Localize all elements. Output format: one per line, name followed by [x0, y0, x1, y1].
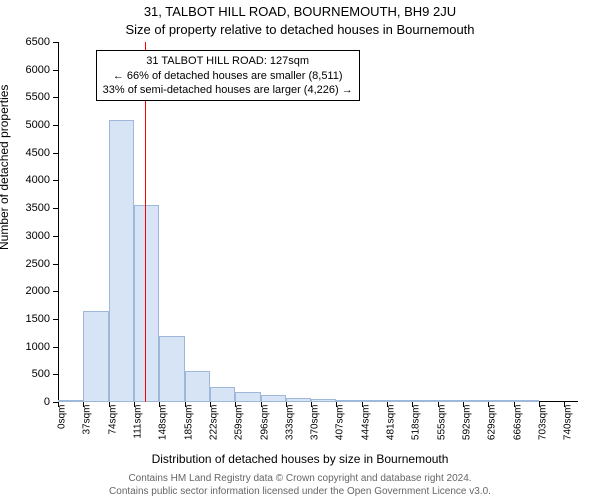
- xtick-label: 629sqm: [487, 405, 498, 441]
- xtick-label: 481sqm: [386, 405, 397, 441]
- histogram-bar: [488, 400, 513, 402]
- xtick-label: 296sqm: [259, 405, 270, 441]
- ytick-label: 4500: [26, 147, 50, 159]
- histogram-bar: [438, 400, 463, 402]
- xtick-label: 444sqm: [360, 405, 371, 441]
- footer-attribution: Contains HM Land Registry data © Crown c…: [0, 473, 600, 498]
- histogram-bar: [387, 400, 412, 402]
- histogram-bar: [210, 387, 235, 403]
- footer-line2: Contains public sector information licen…: [0, 486, 600, 499]
- ytick-label: 6000: [26, 64, 50, 76]
- footer-line1: Contains HM Land Registry data © Crown c…: [0, 473, 600, 486]
- ytick-label: 500: [32, 368, 50, 380]
- y-axis-line: [58, 42, 59, 402]
- ytick-label: 2000: [26, 285, 50, 297]
- annotation-line2: ← 66% of detached houses are smaller (8,…: [103, 69, 353, 83]
- ytick-label: 1500: [26, 313, 50, 325]
- xtick-label: 407sqm: [335, 405, 346, 441]
- histogram-bar: [362, 400, 387, 402]
- chart-title-line1: 31, TALBOT HILL ROAD, BOURNEMOUTH, BH9 2…: [0, 4, 600, 19]
- xtick-label: 185sqm: [183, 405, 194, 441]
- xtick-label: 222sqm: [208, 405, 219, 441]
- histogram-bar: [134, 205, 159, 402]
- histogram-bar: [514, 400, 539, 402]
- ytick-label: 3000: [26, 230, 50, 242]
- annotation-line3: 33% of semi-detached houses are larger (…: [103, 83, 353, 97]
- xtick-label: 0sqm: [57, 405, 68, 429]
- xtick-label: 555sqm: [436, 405, 447, 441]
- xtick-label: 592sqm: [462, 405, 473, 441]
- y-axis-label: Number of detached properties: [0, 85, 11, 250]
- ytick-mark: [53, 264, 58, 265]
- x-axis-label: Distribution of detached houses by size …: [0, 452, 600, 466]
- histogram-bar: [235, 392, 260, 402]
- ytick-label: 5500: [26, 91, 50, 103]
- ytick-mark: [53, 125, 58, 126]
- histogram-bar: [109, 120, 134, 402]
- histogram-bar: [336, 400, 361, 402]
- histogram-bar: [159, 336, 184, 402]
- ytick-label: 1000: [26, 341, 50, 353]
- ytick-mark: [53, 42, 58, 43]
- xtick-label: 518sqm: [411, 405, 422, 441]
- xtick-label: 333sqm: [284, 405, 295, 441]
- ytick-mark: [53, 347, 58, 348]
- ytick-mark: [53, 180, 58, 181]
- annotation-line1: 31 TALBOT HILL ROAD: 127sqm: [103, 54, 353, 68]
- xtick-label: 148sqm: [158, 405, 169, 441]
- xtick-label: 740sqm: [563, 405, 574, 441]
- ytick-mark: [53, 374, 58, 375]
- ytick-label: 2500: [26, 258, 50, 270]
- ytick-label: 6500: [26, 36, 50, 48]
- ytick-label: 0: [44, 396, 50, 408]
- ytick-mark: [53, 319, 58, 320]
- ytick-mark: [53, 70, 58, 71]
- ytick-label: 3500: [26, 202, 50, 214]
- ytick-mark: [53, 208, 58, 209]
- ytick-mark: [53, 153, 58, 154]
- histogram-bar: [261, 395, 286, 402]
- histogram-bar: [286, 398, 311, 402]
- histogram-bar: [412, 400, 437, 402]
- histogram-bar: [83, 311, 108, 402]
- ytick-mark: [53, 236, 58, 237]
- histogram-bar: [463, 400, 488, 402]
- histogram-bar: [185, 371, 210, 402]
- xtick-label: 703sqm: [538, 405, 549, 441]
- ytick-mark: [53, 97, 58, 98]
- plot-area: 0500100015002000250030003500400045005000…: [58, 42, 578, 402]
- xtick-label: 74sqm: [107, 405, 118, 435]
- chart-container: 31, TALBOT HILL ROAD, BOURNEMOUTH, BH9 2…: [0, 0, 600, 500]
- xtick-label: 111sqm: [132, 405, 143, 439]
- annotation-box: 31 TALBOT HILL ROAD: 127sqm← 66% of deta…: [96, 50, 360, 101]
- ytick-label: 5000: [26, 119, 50, 131]
- xtick-label: 37sqm: [82, 405, 93, 435]
- xtick-label: 666sqm: [512, 405, 523, 441]
- xtick-label: 259sqm: [234, 405, 245, 441]
- chart-title-line2: Size of property relative to detached ho…: [0, 22, 600, 37]
- histogram-bar: [58, 400, 83, 402]
- histogram-bar: [311, 399, 336, 402]
- xtick-label: 370sqm: [310, 405, 321, 441]
- ytick-label: 4000: [26, 174, 50, 186]
- ytick-mark: [53, 291, 58, 292]
